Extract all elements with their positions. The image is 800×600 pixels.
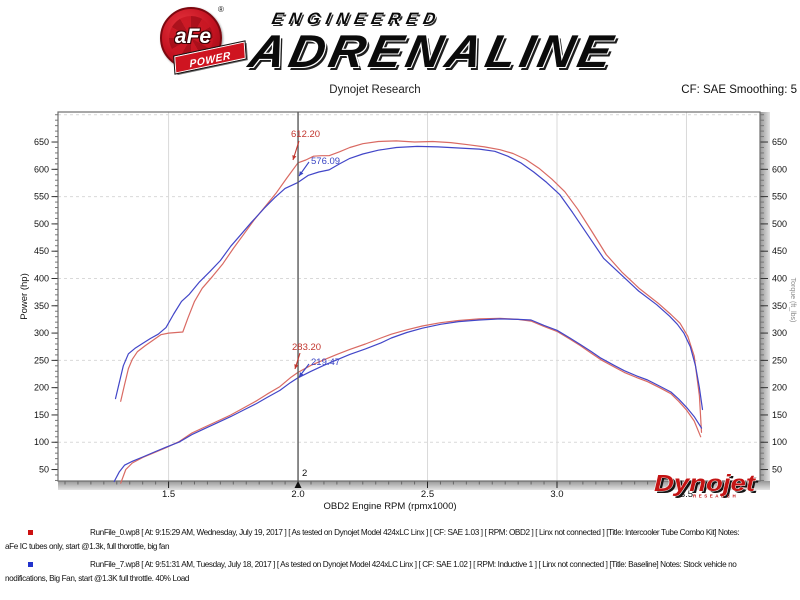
svg-text:150: 150 xyxy=(772,410,787,420)
svg-text:250: 250 xyxy=(772,355,787,365)
svg-text:500: 500 xyxy=(772,219,787,229)
legend-marker-red xyxy=(28,530,33,535)
svg-text:500: 500 xyxy=(34,219,49,229)
horizontal-gridlines xyxy=(58,114,760,443)
legend-entry-run7: RunFile_7.wp8 [ At: 9:51:31 AM, Tuesday,… xyxy=(5,558,798,585)
legend-run7-line2: nodifications, Big Fan, start @1.3K full… xyxy=(5,573,190,583)
right-bevel-strip xyxy=(760,112,770,490)
svg-text:283.20: 283.20 xyxy=(292,342,321,353)
svg-text:650: 650 xyxy=(34,137,49,147)
svg-text:100: 100 xyxy=(34,437,49,447)
legend-entry-run0: RunFile_0.wp8 [ At: 9:15:29 AM, Wednesda… xyxy=(5,526,798,553)
svg-text:550: 550 xyxy=(34,192,49,202)
svg-text:Dynojet: Dynojet xyxy=(654,470,757,496)
svg-text:219.47: 219.47 xyxy=(311,357,340,368)
series-0-runfile_0-torque xyxy=(120,140,703,433)
plot-area xyxy=(58,112,760,481)
svg-text:1.5: 1.5 xyxy=(162,489,175,500)
svg-text:2.5: 2.5 xyxy=(421,489,434,500)
legend-marker-blue xyxy=(28,562,33,567)
series-1-runfile_7-torque xyxy=(114,145,704,411)
svg-text:50: 50 xyxy=(39,465,49,475)
svg-text:350: 350 xyxy=(772,301,787,311)
chart-title: Dynojet Research xyxy=(329,84,421,96)
svg-text:650: 650 xyxy=(772,137,787,147)
svg-text:250: 250 xyxy=(34,355,49,365)
svg-text:450: 450 xyxy=(34,246,49,256)
afe-badge-text: aFe xyxy=(174,25,212,48)
svg-text:550: 550 xyxy=(772,192,787,202)
svg-text:300: 300 xyxy=(772,328,787,338)
annotation-283.20: 283.20 xyxy=(292,342,321,370)
svg-text:600: 600 xyxy=(772,164,787,174)
svg-text:Dynojet: Dynojet xyxy=(657,472,760,498)
cursor-value-label: 2 xyxy=(302,468,307,479)
registered-mark: ® xyxy=(218,5,224,14)
y-axis-label-left: Power (hp) xyxy=(19,273,30,319)
svg-text:612.20: 612.20 xyxy=(291,129,320,140)
svg-text:600: 600 xyxy=(34,164,49,174)
series-2-runfile_0-power xyxy=(120,317,702,484)
svg-text:400: 400 xyxy=(772,273,787,283)
svg-text:200: 200 xyxy=(34,383,49,393)
svg-text:100: 100 xyxy=(772,437,787,447)
legend-run0-line1: RunFile_0.wp8 [ At: 9:15:29 AM, Wednesda… xyxy=(90,528,740,537)
dynojet-research-subtext: RESEARCH xyxy=(693,494,738,499)
svg-text:3.5: 3.5 xyxy=(680,489,693,500)
annotation-576.09: 576.09 xyxy=(298,156,340,177)
annotation-612.20: 612.20 xyxy=(291,129,320,161)
annotation-219.47: 219.47 xyxy=(298,357,340,378)
svg-text:150: 150 xyxy=(34,410,49,420)
cursor[interactable]: 2 xyxy=(294,112,308,488)
svg-text:2.0: 2.0 xyxy=(291,489,304,500)
legend-run0-line2: aFe IC tubes only, start @1.3k, full tho… xyxy=(5,541,170,551)
legend-run7-line1: RunFile_7.wp8 [ At: 9:51:31 AM, Tuesday,… xyxy=(90,560,737,569)
svg-text:576.09: 576.09 xyxy=(311,156,340,167)
svg-text:350: 350 xyxy=(34,301,49,311)
svg-text:200: 200 xyxy=(772,383,787,393)
y-axis-label-right: Torque (ft_lbs) xyxy=(789,278,796,323)
series-3-runfile_7-power xyxy=(113,318,703,483)
svg-text:400: 400 xyxy=(34,273,49,283)
x-axis-label: OBD2 Engine RPM (rpmx1000) xyxy=(323,501,456,512)
smoothing-setting-label: CF: SAE Smoothing: 5 xyxy=(681,84,797,96)
svg-text:300: 300 xyxy=(34,328,49,338)
svg-text:50: 50 xyxy=(772,465,782,475)
afe-power-logo: aFe ® POWER xyxy=(158,5,258,76)
svg-text:450: 450 xyxy=(772,246,787,256)
plot-frame xyxy=(57,111,761,482)
bottom-bevel-strip xyxy=(58,481,770,490)
svg-text:3.0: 3.0 xyxy=(550,489,563,500)
